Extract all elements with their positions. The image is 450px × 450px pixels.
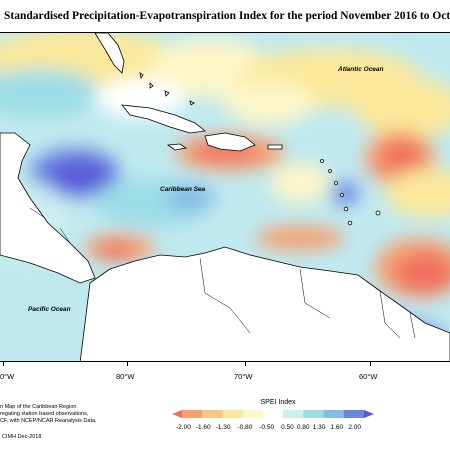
legend-swatch xyxy=(242,410,264,418)
country-borders xyxy=(29,207,416,339)
tick-mark xyxy=(127,362,128,366)
legend-swatch xyxy=(323,410,345,418)
tick-mark xyxy=(370,362,371,366)
legend-title: SPEI Index xyxy=(260,399,296,406)
legend-swatch xyxy=(303,410,325,418)
credit-text: CIMH Dec-2018 xyxy=(2,434,42,440)
atlantic-ocean-label: Atlantic Ocean xyxy=(337,66,384,73)
description-line: n Map of the Caribbean Region xyxy=(0,404,77,410)
caribbean-sea-label: Caribbean Sea xyxy=(160,186,206,193)
description-line: CF, with NCEP/NCAR Reanalysis Data. xyxy=(0,418,97,424)
legend-swatch xyxy=(182,410,203,418)
legend-swatch xyxy=(172,410,182,418)
legend-value: 0.50 xyxy=(281,424,294,431)
description-line: regating station based observations, xyxy=(0,411,89,417)
longitude-label: 60°W xyxy=(359,372,378,381)
legend-swatch xyxy=(283,410,304,418)
legend-swatch xyxy=(364,410,374,418)
legend-color-bar xyxy=(172,410,374,418)
legend-value: 1.30 xyxy=(312,424,326,431)
legend-value: -1.60 xyxy=(195,424,211,431)
legend-swatch xyxy=(262,410,284,418)
legend-labels: -2.00 -1.60 -1.30 -0.80 -0.50 0.50 0.80 … xyxy=(176,424,376,431)
longitude-label: 80°W xyxy=(116,372,135,381)
pacific-ocean-label: Pacific Ocean xyxy=(28,306,71,313)
longitude-label: 70°W xyxy=(234,372,253,381)
longitude-label: 0°W xyxy=(0,372,15,381)
legend-value: 2.00 xyxy=(348,424,361,431)
legend-swatch xyxy=(222,410,244,418)
legend-value: 1.60 xyxy=(330,424,344,431)
land-masses xyxy=(0,33,450,361)
legend-value: -2.00 xyxy=(176,424,191,431)
legend-value: -0.50 xyxy=(259,424,275,431)
legend-swatch xyxy=(202,410,223,418)
map-title: Standardised Precipitation-Evapotranspir… xyxy=(4,10,450,22)
legend-value: -0.80 xyxy=(237,424,253,431)
legend-swatch xyxy=(343,410,365,418)
legend-value: -1.30 xyxy=(215,424,231,431)
legend-value: 0.80 xyxy=(296,424,310,431)
tick-mark xyxy=(245,362,246,366)
spei-map: Atlantic Ocean Caribbean Sea Pacific Oce… xyxy=(0,32,450,362)
tick-mark xyxy=(3,362,4,366)
